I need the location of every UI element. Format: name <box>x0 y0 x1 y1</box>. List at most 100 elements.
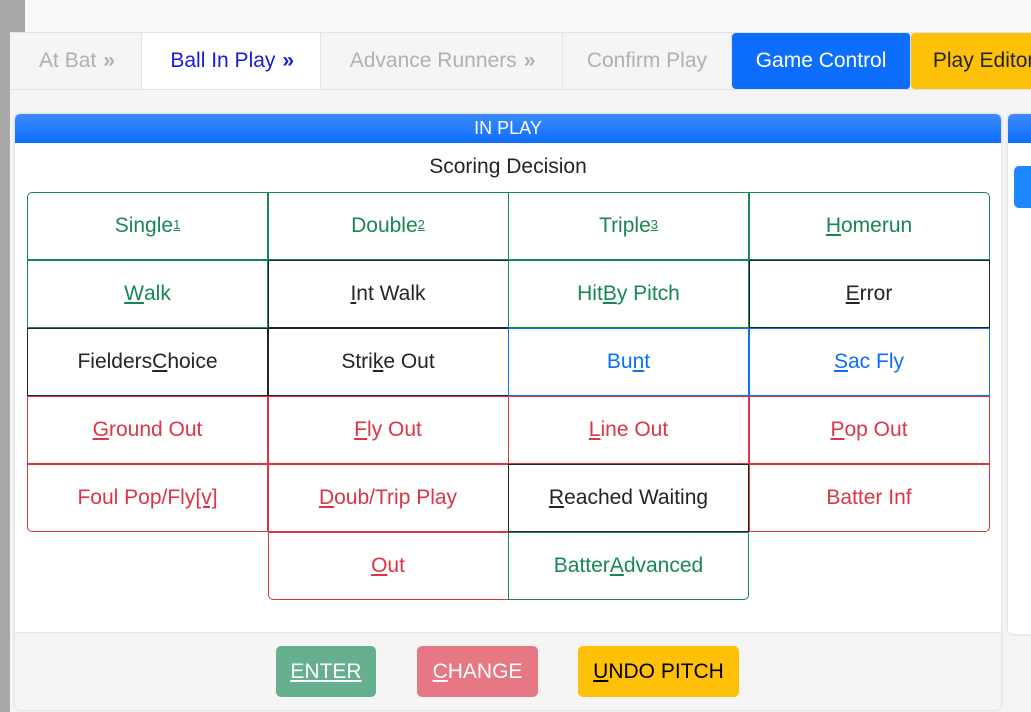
label-text: Double <box>351 214 418 237</box>
shortcut-key: O <box>371 554 388 577</box>
tab-advance-runners[interactable]: Advance Runners » <box>321 33 563 89</box>
label-text: dvanced <box>623 554 704 577</box>
card-footer: ENTER C HANGE U NDO PITCH <box>15 632 1001 710</box>
shortcut-key: W <box>124 282 144 305</box>
tab-at-bat[interactable]: At Bat » <box>10 33 142 89</box>
tab-ball-in-play[interactable]: Ball In Play » <box>141 33 321 89</box>
label-text: t <box>644 350 651 373</box>
label-text: eached Waiting <box>564 486 709 509</box>
side-panel <box>1008 114 1031 634</box>
card-header: IN PLAY <box>15 114 1001 143</box>
shortcut-key: I <box>350 282 357 305</box>
triple-button[interactable]: Triple 3 <box>508 192 749 260</box>
label-text: Fielders <box>77 350 153 373</box>
label-text: Hit <box>577 282 603 305</box>
shortcut-key: C <box>432 659 448 683</box>
tab-label: Game Control <box>755 49 887 72</box>
shortcut-key: S <box>833 350 848 373</box>
shortcut-key: F <box>354 418 367 441</box>
bunt-button[interactable]: Bu n t <box>508 328 749 396</box>
shortcut-key: k <box>372 350 384 373</box>
undo-pitch-button[interactable]: U NDO PITCH <box>578 646 739 697</box>
label-text: ut <box>387 554 405 577</box>
tab-label: At Bat <box>39 49 97 72</box>
shortcut-key: L <box>588 418 601 441</box>
tab-confirm-play[interactable]: Confirm Play <box>563 33 733 89</box>
label-text: Stri <box>341 350 373 373</box>
label-text: Triple <box>599 214 651 237</box>
shortcut-key: R <box>548 486 565 509</box>
foul-pop-fly-v-button[interactable]: Foul Pop/Fly [v] <box>27 464 268 532</box>
label-text: op Out <box>844 418 908 441</box>
label-text: Single <box>114 214 174 237</box>
change-button[interactable]: C HANGE <box>417 646 538 697</box>
shortcut-key: D <box>318 486 335 509</box>
label-text: y Pitch <box>616 282 680 305</box>
shortcut-key: U <box>593 659 609 683</box>
shortcut-key: A <box>609 554 624 577</box>
scoring-decision-heading: Scoring Decision <box>429 155 587 178</box>
shortcut-key: G <box>92 418 109 441</box>
side-panel-button[interactable] <box>1014 166 1031 208</box>
label-text: ac Fly <box>848 350 905 373</box>
label-text: rror <box>859 282 893 305</box>
label-text: hoice <box>167 350 218 373</box>
tab-label: Ball In Play <box>170 49 276 72</box>
label-text: oub/Trip Play <box>334 486 458 509</box>
top-bar <box>25 0 1031 32</box>
shortcut-key: ENTER <box>290 659 362 683</box>
shortcut-key: [v] <box>195 486 218 509</box>
chevron-right-icon: » <box>523 49 536 72</box>
label-text: e Out <box>383 350 435 373</box>
label-text: HANGE <box>447 659 523 683</box>
shortcut-key: B <box>602 282 617 305</box>
shortcut-key: P <box>830 418 845 441</box>
label-text: NDO PITCH <box>608 659 724 683</box>
double-button[interactable]: Double 2 <box>267 192 509 260</box>
tab-game-control[interactable]: Game Control <box>732 33 911 89</box>
label-text: Batter Inf <box>826 486 912 509</box>
shortcut-key: 3 <box>650 216 658 232</box>
label-text: omerun <box>840 214 913 237</box>
chevron-right-icon: » <box>103 49 115 72</box>
tab-bar: At Bat » Ball In Play » Advance Runners » Conf… <box>10 32 1031 90</box>
shortcut-key: 2 <box>417 216 425 232</box>
shortcut-key: 1 <box>173 216 181 232</box>
chevron-right-icon: » <box>282 49 294 72</box>
label-text: alk <box>143 282 171 305</box>
shortcut-key: H <box>825 214 841 237</box>
tab-label: Play Editor <box>932 49 1031 72</box>
tab-play-editor[interactable]: Play Editor <box>910 33 1031 89</box>
shortcut-key: E <box>845 282 860 305</box>
label-text: ine Out <box>600 418 669 441</box>
label-text: round Out <box>108 418 203 441</box>
single-button[interactable]: Single 1 <box>27 192 268 260</box>
tab-label: Confirm Play <box>586 49 708 72</box>
tab-label: Advance Runners <box>349 49 517 72</box>
label-text: Foul Pop/Fly <box>77 486 196 509</box>
shortcut-key: C <box>152 350 168 373</box>
side-panel-header <box>1008 114 1031 143</box>
label-text: Bu <box>606 350 633 373</box>
enter-button[interactable]: ENTER <box>276 646 376 697</box>
label-text: nt Walk <box>356 282 426 305</box>
label-text: ly Out <box>366 418 422 441</box>
strike-out-button[interactable]: Stri k e Out <box>267 328 509 396</box>
label-text: Batter <box>553 554 610 577</box>
batter-inf-button[interactable]: Batter Inf <box>748 464 990 532</box>
